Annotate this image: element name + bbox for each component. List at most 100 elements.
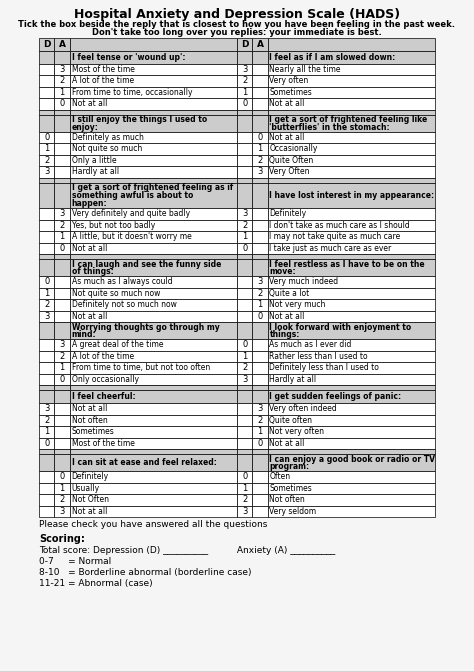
Bar (39, 390, 55, 403)
Bar (252, 166, 268, 178)
Bar (252, 449, 268, 454)
Bar (268, 143, 435, 154)
Text: 3: 3 (242, 64, 247, 74)
Bar (268, 322, 435, 339)
Bar (237, 482, 252, 494)
Text: Don't take too long over you replies: your immediate is best.: Don't take too long over you replies: yo… (92, 28, 382, 37)
Text: 11-21 = Abnormal (case): 11-21 = Abnormal (case) (39, 579, 153, 588)
Bar (39, 38, 55, 50)
Text: 3: 3 (257, 277, 263, 287)
Bar (268, 362, 435, 374)
Bar (252, 242, 268, 254)
Text: I take just as much care as ever: I take just as much care as ever (269, 244, 392, 253)
Bar (252, 454, 268, 471)
Text: 0: 0 (44, 133, 49, 142)
Bar (55, 339, 70, 350)
Bar (237, 385, 252, 390)
Bar (237, 339, 252, 350)
Bar (55, 64, 70, 75)
Bar (70, 276, 237, 287)
Bar (70, 178, 237, 183)
Bar (39, 449, 55, 454)
Bar (39, 471, 55, 482)
Bar (55, 454, 70, 471)
Bar (268, 178, 435, 183)
Bar (70, 50, 237, 64)
Bar (70, 115, 237, 132)
Text: Not at all: Not at all (269, 312, 305, 321)
Bar (70, 454, 237, 471)
Bar (237, 38, 252, 50)
Bar (252, 482, 268, 494)
Text: 2: 2 (60, 352, 65, 361)
Text: Definitely: Definitely (269, 209, 307, 218)
Text: Most of the time: Most of the time (72, 64, 135, 74)
Text: 1: 1 (242, 484, 247, 493)
Text: 2: 2 (257, 289, 263, 298)
Text: Quite a lot: Quite a lot (269, 289, 310, 298)
Text: 0: 0 (44, 277, 49, 287)
Bar (268, 132, 435, 143)
Bar (55, 242, 70, 254)
Bar (268, 437, 435, 449)
Bar (252, 64, 268, 75)
Text: Most of the time: Most of the time (72, 439, 135, 448)
Text: I have lost interest in my appearance:: I have lost interest in my appearance: (269, 191, 435, 200)
Text: Hardly at all: Hardly at all (269, 374, 317, 384)
Text: Definitely as much: Definitely as much (72, 133, 143, 142)
Bar (268, 482, 435, 494)
Bar (237, 276, 252, 287)
Bar (252, 385, 268, 390)
Text: I feel restless as I have to be on the: I feel restless as I have to be on the (269, 260, 425, 268)
Bar (39, 437, 55, 449)
Text: Only a little: Only a little (72, 156, 116, 165)
Bar (252, 183, 268, 208)
Bar (55, 219, 70, 231)
Text: 1: 1 (60, 363, 65, 372)
Text: I can enjoy a good book or radio or TV: I can enjoy a good book or radio or TV (269, 455, 436, 464)
Bar (268, 154, 435, 166)
Bar (252, 98, 268, 109)
Text: A great deal of the time: A great deal of the time (72, 340, 163, 349)
Text: I get sudden feelings of panic:: I get sudden feelings of panic: (269, 392, 401, 401)
Text: 3: 3 (59, 507, 65, 516)
Text: Very definitely and quite badly: Very definitely and quite badly (72, 209, 190, 218)
Text: Not at all: Not at all (72, 312, 107, 321)
Bar (70, 482, 237, 494)
Text: 3: 3 (44, 404, 49, 413)
Bar (55, 276, 70, 287)
Bar (252, 259, 268, 276)
Bar (55, 390, 70, 403)
Bar (39, 132, 55, 143)
Bar (237, 178, 252, 183)
Bar (252, 38, 268, 50)
Bar (252, 437, 268, 449)
Text: 2: 2 (242, 76, 247, 85)
Bar (39, 231, 55, 242)
Bar (70, 385, 237, 390)
Text: Yes, but not too badly: Yes, but not too badly (72, 221, 155, 229)
Text: Not at all: Not at all (269, 133, 305, 142)
Bar (237, 208, 252, 219)
Bar (39, 87, 55, 98)
Bar (268, 242, 435, 254)
Text: Definitely not so much now: Definitely not so much now (72, 300, 176, 309)
Bar (252, 154, 268, 166)
Bar (55, 287, 70, 299)
Bar (70, 254, 237, 259)
Bar (39, 154, 55, 166)
Text: Not quite so much now: Not quite so much now (72, 289, 160, 298)
Bar (70, 403, 237, 415)
Bar (39, 299, 55, 311)
Text: 1: 1 (257, 144, 263, 153)
Bar (268, 219, 435, 231)
Bar (268, 183, 435, 208)
Text: Scoring:: Scoring: (39, 534, 85, 544)
Bar (237, 494, 252, 505)
Bar (39, 254, 55, 259)
Bar (39, 98, 55, 109)
Bar (237, 426, 252, 437)
Bar (39, 208, 55, 219)
Bar (252, 276, 268, 287)
Text: 1: 1 (242, 232, 247, 242)
